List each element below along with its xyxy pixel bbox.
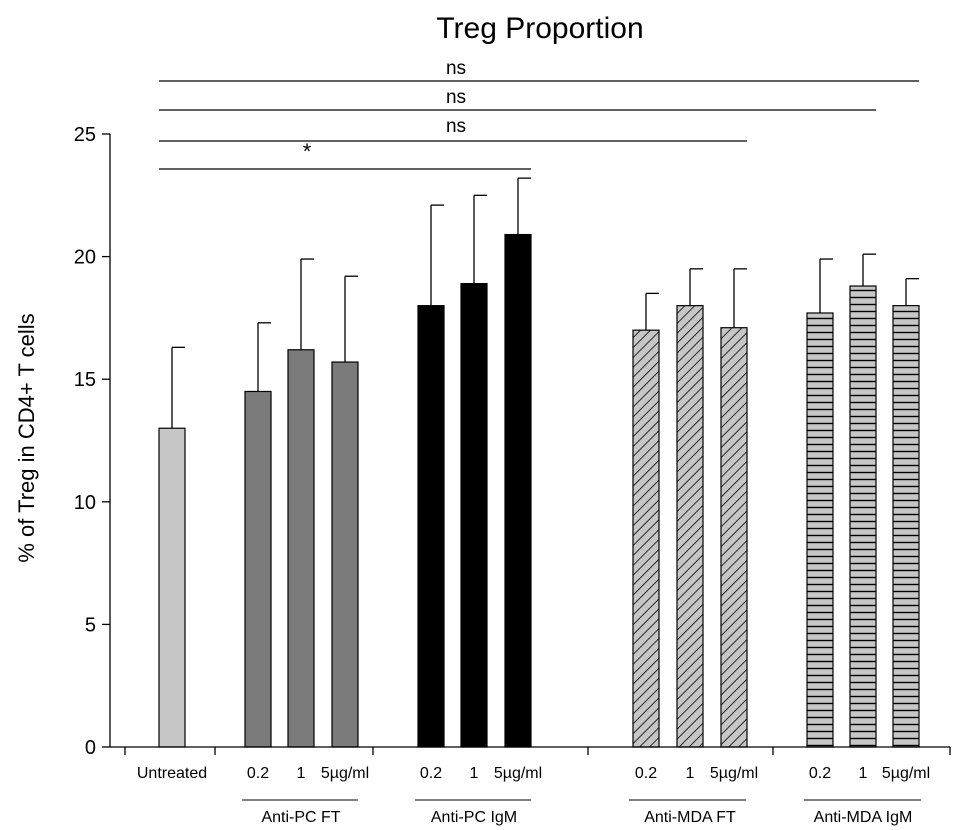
bars [158,177,920,748]
y-tick-label: 15 [74,369,96,391]
significance-label: * [303,139,312,164]
significance-label: ns [446,58,466,79]
bar [244,390,272,748]
x-tick-label: 0.2 [635,765,657,782]
y-tick-label: 5 [85,614,96,636]
significance-label: ns [446,116,466,137]
bar [504,233,532,748]
bar [806,312,834,748]
x-tick-label: 1 [297,765,306,782]
x-tick-label: 0.2 [247,765,269,782]
bar [331,361,359,748]
x-tick-label: 5µg/ml [321,765,369,782]
y-axis-label: % of Treg in CD4+ T cells [14,313,39,562]
x-tick-label: 1 [859,765,868,782]
y-tick-label: 0 [85,737,96,759]
group-label: Anti-MDA IgM [814,809,913,826]
bar [632,329,660,748]
x-tick-labels: Untreated 0.2 1 5µg/ml 0.2 1 5µg/ml 0.2 1 5µg/ml 0… [137,765,930,782]
significance-brackets: ns ns ns * [159,58,919,170]
group-label: Anti-PC FT [261,809,340,826]
group-labels: Anti-PC FT Anti-PC IgM Anti-MDA FT Anti-MDA… [242,799,921,826]
bar [287,349,315,748]
x-tick-label: 5µg/ml [882,765,930,782]
y-tick-label: 10 [74,492,96,514]
bar [158,427,186,748]
bar [720,327,748,748]
x-tick-label: 5µg/ml [710,765,758,782]
y-tick-label: 25 [74,124,96,146]
group-label: Anti-MDA FT [644,809,736,826]
chart-title: Treg Proportion [436,12,643,45]
group-label: Anti-PC IgM [431,809,517,826]
x-tick-label: 0.2 [809,765,831,782]
axes: 0 5 10 15 20 25 [74,124,951,759]
x-tick-label: Untreated [137,765,207,782]
bar [849,285,877,748]
x-tick-label: 1 [686,765,695,782]
x-tick-label: 1 [470,765,479,782]
x-tick-label: 0.2 [420,765,442,782]
y-tick-label: 20 [74,247,96,269]
bar [676,305,704,748]
significance-label: ns [446,87,466,108]
bar [417,305,445,748]
bar [460,282,488,748]
bar [892,305,920,748]
x-tick-label: 5µg/ml [494,765,542,782]
